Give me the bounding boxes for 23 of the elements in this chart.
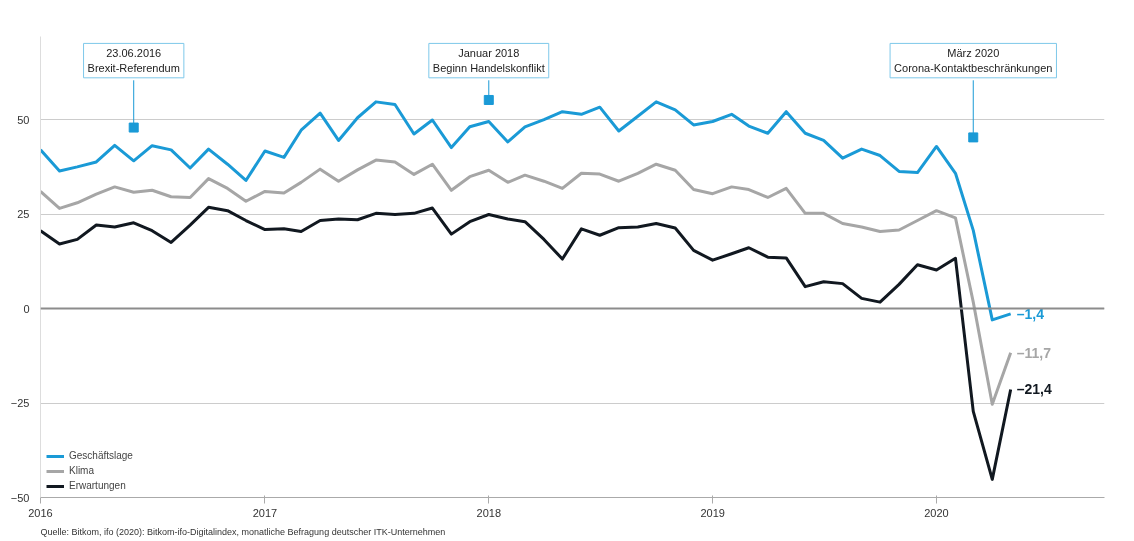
y-tick-label: 0 xyxy=(23,302,30,315)
y-tick-label: 25 xyxy=(17,208,30,221)
x-tick-label: 2020 xyxy=(924,506,949,519)
data-label: –21,4 xyxy=(1016,381,1052,398)
x-tick-label: 2016 xyxy=(28,506,53,519)
y-tick-label: −25 xyxy=(10,397,30,410)
legend-label: Erwartungen xyxy=(69,480,126,491)
line-series xyxy=(40,205,1013,481)
annotation: Januar 2018 Beginn Handelskonflikt xyxy=(432,47,545,74)
annotation: März 2020 Corona-Kontaktbeschränkungen xyxy=(894,47,1053,74)
legend-label: Geschäftslage xyxy=(69,450,133,461)
y-tick-label: 50 xyxy=(17,113,30,126)
data-label: –11,7 xyxy=(1016,344,1052,361)
y-tick-label: −50 xyxy=(10,491,30,504)
line-series xyxy=(40,158,1013,406)
annotation: 23.06.2016 Brexit-Referendum xyxy=(87,47,180,74)
x-tick-label: 2019 xyxy=(700,506,725,519)
legend-label: Klima xyxy=(69,465,95,476)
source-note: Quelle: Bitkom, ifo (2020): Bitkom-ifo-Digitalindex, monatliche Befragung deutscher ITK-Unternehmen xyxy=(40,526,446,537)
line-series xyxy=(40,100,1013,322)
data-label: –1,4 xyxy=(1016,305,1045,322)
x-tick-label: 2017 xyxy=(252,506,278,519)
x-tick-label: 2018 xyxy=(476,506,502,519)
